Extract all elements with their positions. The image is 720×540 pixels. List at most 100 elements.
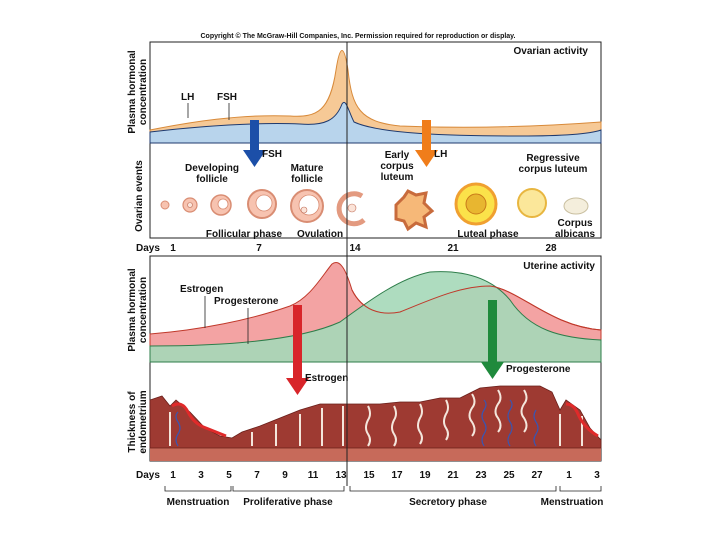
follicular-phase-label: Follicular phase <box>206 229 283 240</box>
progesterone-arrow-label: Progesterone <box>506 364 571 375</box>
ovarian-y-label-2: concentration <box>138 59 149 125</box>
uterine-day: 11 <box>308 470 319 481</box>
spiral-artery <box>533 409 539 447</box>
follicle-stage-2-oocyte <box>187 202 193 208</box>
endometrium-basal-layer <box>150 448 601 461</box>
mature-follicle-line1: Mature <box>291 163 324 174</box>
corpus-albicans-line2: albicans <box>555 229 595 240</box>
ovarian-day-1: 1 <box>170 243 176 254</box>
estrogen-arrow <box>286 305 309 395</box>
corpus-albicans-shape <box>563 197 589 215</box>
regressive-corpus-luteum-shape <box>517 188 547 218</box>
spiral-artery <box>481 399 487 447</box>
uterine-day: 5 <box>226 470 232 481</box>
endometrium-functional-layer <box>149 385 602 449</box>
estrogen-label: Estrogen <box>180 284 223 295</box>
proliferative-phase-label: Proliferative phase <box>243 497 333 508</box>
ovarian-day-14: 14 <box>349 243 361 254</box>
progesterone-arrow <box>481 300 504 379</box>
follicle-stage-4-antrum <box>255 194 273 212</box>
bracket-proliferative <box>232 486 345 492</box>
ovarian-day-28: 28 <box>545 243 557 254</box>
uterine-day-ticks: 1 3 5 7 9 11 13 15 17 19 21 23 25 27 1 3 <box>170 470 600 481</box>
uterine-day: 21 <box>447 470 459 481</box>
mature-follicle-oocyte <box>300 206 308 214</box>
early-corpus-luteum-line3: luteum <box>381 172 414 183</box>
lh-arrow-label: LH <box>434 149 447 160</box>
corpus-albicans-line1: Corpus <box>558 218 593 229</box>
ovarian-events-label: Ovarian events <box>134 160 145 232</box>
endometrium <box>149 385 602 461</box>
thickness-label-1: Thickness of <box>127 391 138 453</box>
early-corpus-luteum-line1: Early <box>385 150 410 161</box>
estrogen-curve-outline <box>351 285 602 331</box>
follicle-stage-3-antrum <box>217 198 229 210</box>
uterine-y-label-2: concentration <box>138 277 149 343</box>
corpus-luteum-center <box>465 193 487 215</box>
uterine-day: 25 <box>503 470 515 481</box>
copyright-notice: Copyright © The McGraw-Hill Companies, I… <box>200 32 515 40</box>
early-corpus-luteum-shape <box>394 189 435 232</box>
fsh-arrow-label: FSH <box>262 149 282 160</box>
thickness-label-2: endometrium <box>138 390 149 453</box>
menstrual-shedding <box>171 402 227 438</box>
follicle-stage-1 <box>160 200 170 210</box>
ruptured-follicle <box>336 191 366 227</box>
uterine-day: 1 <box>566 470 572 481</box>
spiral-artery <box>175 411 181 447</box>
menstruation-label-2: Menstruation <box>541 497 604 508</box>
gland <box>494 389 502 433</box>
uterine-panel: Uterine activity Estrogen Progesterone E… <box>127 255 604 508</box>
gland <box>443 399 449 441</box>
ovarian-panel: Ovarian activity LH FSH FSH LH Developin… <box>127 41 602 254</box>
lh-arrow <box>415 120 438 167</box>
progesterone-label: Progesterone <box>214 296 279 307</box>
fsh-curve <box>149 102 602 144</box>
gland <box>365 405 371 447</box>
ovarian-day-21: 21 <box>447 243 459 254</box>
follicle-stages <box>160 182 589 232</box>
uterine-day: 1 <box>170 470 176 481</box>
developing-follicle-line1: Developing <box>185 163 239 174</box>
uterine-activity-label: Uterine activity <box>523 261 595 272</box>
gland <box>391 405 397 447</box>
ovulation-label: Ovulation <box>297 229 343 240</box>
phase-brackets <box>164 486 602 492</box>
uterine-day: 7 <box>254 470 260 481</box>
early-corpus-luteum-line2: corpus <box>380 161 414 172</box>
uterine-day: 27 <box>531 470 543 481</box>
gland <box>417 403 423 445</box>
estrogen-arrow-label: Estrogen <box>305 373 348 384</box>
uterine-day: 17 <box>391 470 403 481</box>
menstrual-shedding-2 <box>565 402 599 438</box>
bracket-menstruation-1 <box>164 486 232 492</box>
uterine-days-label: Days <box>136 470 160 481</box>
mature-follicle-line2: follicle <box>291 174 323 185</box>
regressive-corpus-luteum-line1: Regressive <box>526 153 580 164</box>
secretory-phase-label: Secretory phase <box>409 497 487 508</box>
spiral-artery <box>507 399 513 447</box>
bracket-menstruation-2 <box>559 486 602 492</box>
uterine-day: 3 <box>594 470 600 481</box>
uterine-day: 9 <box>282 470 288 481</box>
regressive-corpus-luteum-line2: corpus luteum <box>519 164 588 175</box>
fsh-label: FSH <box>217 92 237 103</box>
menstruation-label-1: Menstruation <box>167 497 230 508</box>
uterine-day: 19 <box>419 470 431 481</box>
uterine-day: 23 <box>475 470 487 481</box>
spiral-arteries <box>175 399 539 447</box>
ovarian-day-7: 7 <box>256 243 262 254</box>
ovarian-activity-label: Ovarian activity <box>514 46 589 57</box>
gland <box>468 393 476 437</box>
ovulated-oocyte <box>347 203 357 213</box>
uterine-day: 13 <box>335 470 347 481</box>
lh-label: LH <box>181 92 194 103</box>
endometrial-glands <box>169 389 583 447</box>
fsh-arrow <box>243 120 266 167</box>
luteal-phase-label: Luteal phase <box>457 229 519 240</box>
uterine-day: 15 <box>363 470 375 481</box>
uterine-day: 3 <box>198 470 204 481</box>
ovarian-days-label: Days <box>136 243 160 254</box>
ovarian-y-label-1: Plasma hormonal <box>127 50 138 134</box>
